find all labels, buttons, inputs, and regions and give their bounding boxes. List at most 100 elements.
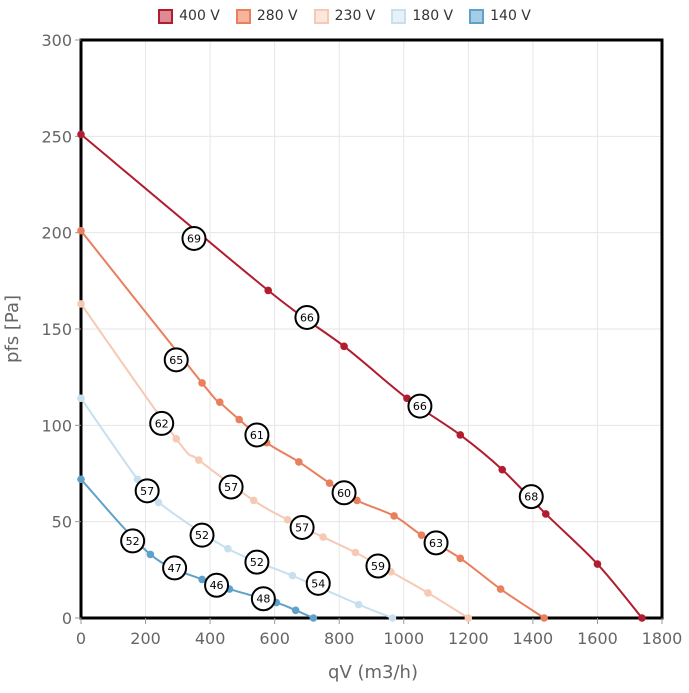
data-point[interactable] (224, 544, 232, 553)
data-point[interactable] (340, 342, 348, 351)
data-point[interactable] (593, 560, 602, 568)
data-point[interactable] (215, 398, 224, 407)
series-140-v (77, 475, 318, 622)
data-point[interactable] (77, 300, 85, 308)
sound-level-label: 59 (365, 553, 391, 579)
legend-label: 140 V (490, 8, 531, 24)
data-point[interactable] (295, 458, 303, 466)
label-text: 54 (311, 577, 325, 590)
label-bubble (181, 225, 207, 251)
legend-swatch (391, 8, 407, 24)
label-bubble (407, 393, 433, 419)
data-point[interactable] (77, 226, 85, 235)
sound-level-label: 57 (289, 514, 315, 540)
data-point[interactable] (309, 614, 318, 622)
axes: 0 200 400 600 800 1000 1200 1400 1600 1800 0 50 100 1… (41, 31, 682, 648)
label-text: 52 (126, 535, 140, 548)
data-point[interactable] (264, 286, 273, 295)
label-bubble (365, 553, 391, 579)
label-text: 62 (155, 417, 169, 430)
data-point[interactable] (542, 510, 550, 518)
data-point[interactable] (77, 130, 85, 139)
label-bubble (289, 514, 315, 540)
data-point[interactable] (77, 475, 85, 484)
data-point[interactable] (417, 531, 426, 539)
legend-label: 400 V (179, 8, 220, 24)
legend-item[interactable]: 140 V (469, 8, 531, 24)
data-point[interactable] (198, 575, 206, 584)
series-230-v (77, 300, 473, 622)
sound-level-label: 46 (204, 572, 230, 598)
label-bubble (331, 480, 357, 506)
series-280-v (77, 226, 548, 622)
y-tick-label: 0 (62, 609, 72, 628)
label-bubble (149, 410, 175, 436)
sound-level-label: 47 (162, 555, 188, 581)
data-point[interactable] (319, 533, 327, 541)
data-point[interactable] (638, 614, 646, 622)
legend-item[interactable]: 280 V (235, 8, 298, 24)
series-line (80, 133, 643, 619)
label-bubble (305, 570, 331, 596)
sound-level-label: 62 (149, 410, 175, 436)
data-point[interactable] (464, 614, 473, 622)
sound-level-label: 52 (244, 549, 270, 575)
point-labels: 69 66 66 68 65 61 60 63 62 57 57 59 57 52 52 54 52 47 46 48 (120, 225, 544, 612)
data-point[interactable] (235, 415, 243, 424)
data-point[interactable] (77, 394, 85, 403)
data-point[interactable] (351, 548, 360, 557)
data-point[interactable] (283, 515, 292, 524)
sound-level-label: 65 (163, 347, 189, 373)
label-bubble (189, 522, 215, 548)
label-text: 60 (337, 487, 351, 500)
data-point[interactable] (456, 431, 465, 439)
data-point[interactable] (288, 571, 297, 580)
label-bubble (134, 478, 160, 504)
label-text: 66 (300, 311, 314, 324)
data-point[interactable] (496, 585, 505, 593)
data-point[interactable] (354, 600, 363, 609)
y-tick-label: 150 (41, 320, 72, 339)
x-tick-label: 200 (130, 629, 161, 648)
label-text: 52 (195, 529, 209, 542)
data-point[interactable] (390, 512, 398, 520)
data-point[interactable] (325, 479, 334, 487)
legend-label: 230 V (334, 8, 376, 24)
series-180-v (77, 394, 397, 622)
legend-swatch (235, 8, 251, 24)
data-point[interactable] (172, 435, 181, 443)
data-point[interactable] (198, 379, 206, 387)
data-point[interactable] (456, 554, 465, 563)
data-point[interactable] (540, 614, 548, 622)
data-point[interactable] (195, 456, 203, 464)
label-text: 46 (210, 579, 224, 592)
label-bubble (218, 474, 244, 500)
grid (80, 39, 663, 619)
x-tick-label: 1200 (448, 629, 489, 648)
y-tick-label: 250 (41, 127, 72, 146)
data-point[interactable] (249, 496, 258, 505)
label-text: 68 (524, 491, 538, 504)
data-point[interactable] (388, 614, 397, 622)
data-point[interactable] (154, 498, 163, 507)
x-tick-label: 600 (259, 629, 290, 648)
data-point[interactable] (498, 465, 507, 474)
label-bubble (250, 586, 276, 612)
series-400-v (77, 130, 646, 622)
sound-level-label: 52 (189, 522, 215, 548)
x-tick-label: 800 (324, 629, 355, 648)
legend-item[interactable]: 180 V (391, 8, 453, 24)
data-point[interactable] (424, 589, 432, 597)
sound-level-label: 52 (120, 528, 146, 554)
label-bubble (518, 484, 544, 510)
legend-item[interactable]: 400 V (158, 8, 220, 24)
data-point[interactable] (146, 550, 155, 559)
series-lines (77, 130, 646, 622)
data-point[interactable] (291, 606, 300, 615)
series-line (80, 397, 393, 619)
x-tick-label: 400 (195, 629, 226, 648)
label-text: 52 (250, 556, 264, 569)
legend-item[interactable]: 230 V (313, 8, 376, 24)
